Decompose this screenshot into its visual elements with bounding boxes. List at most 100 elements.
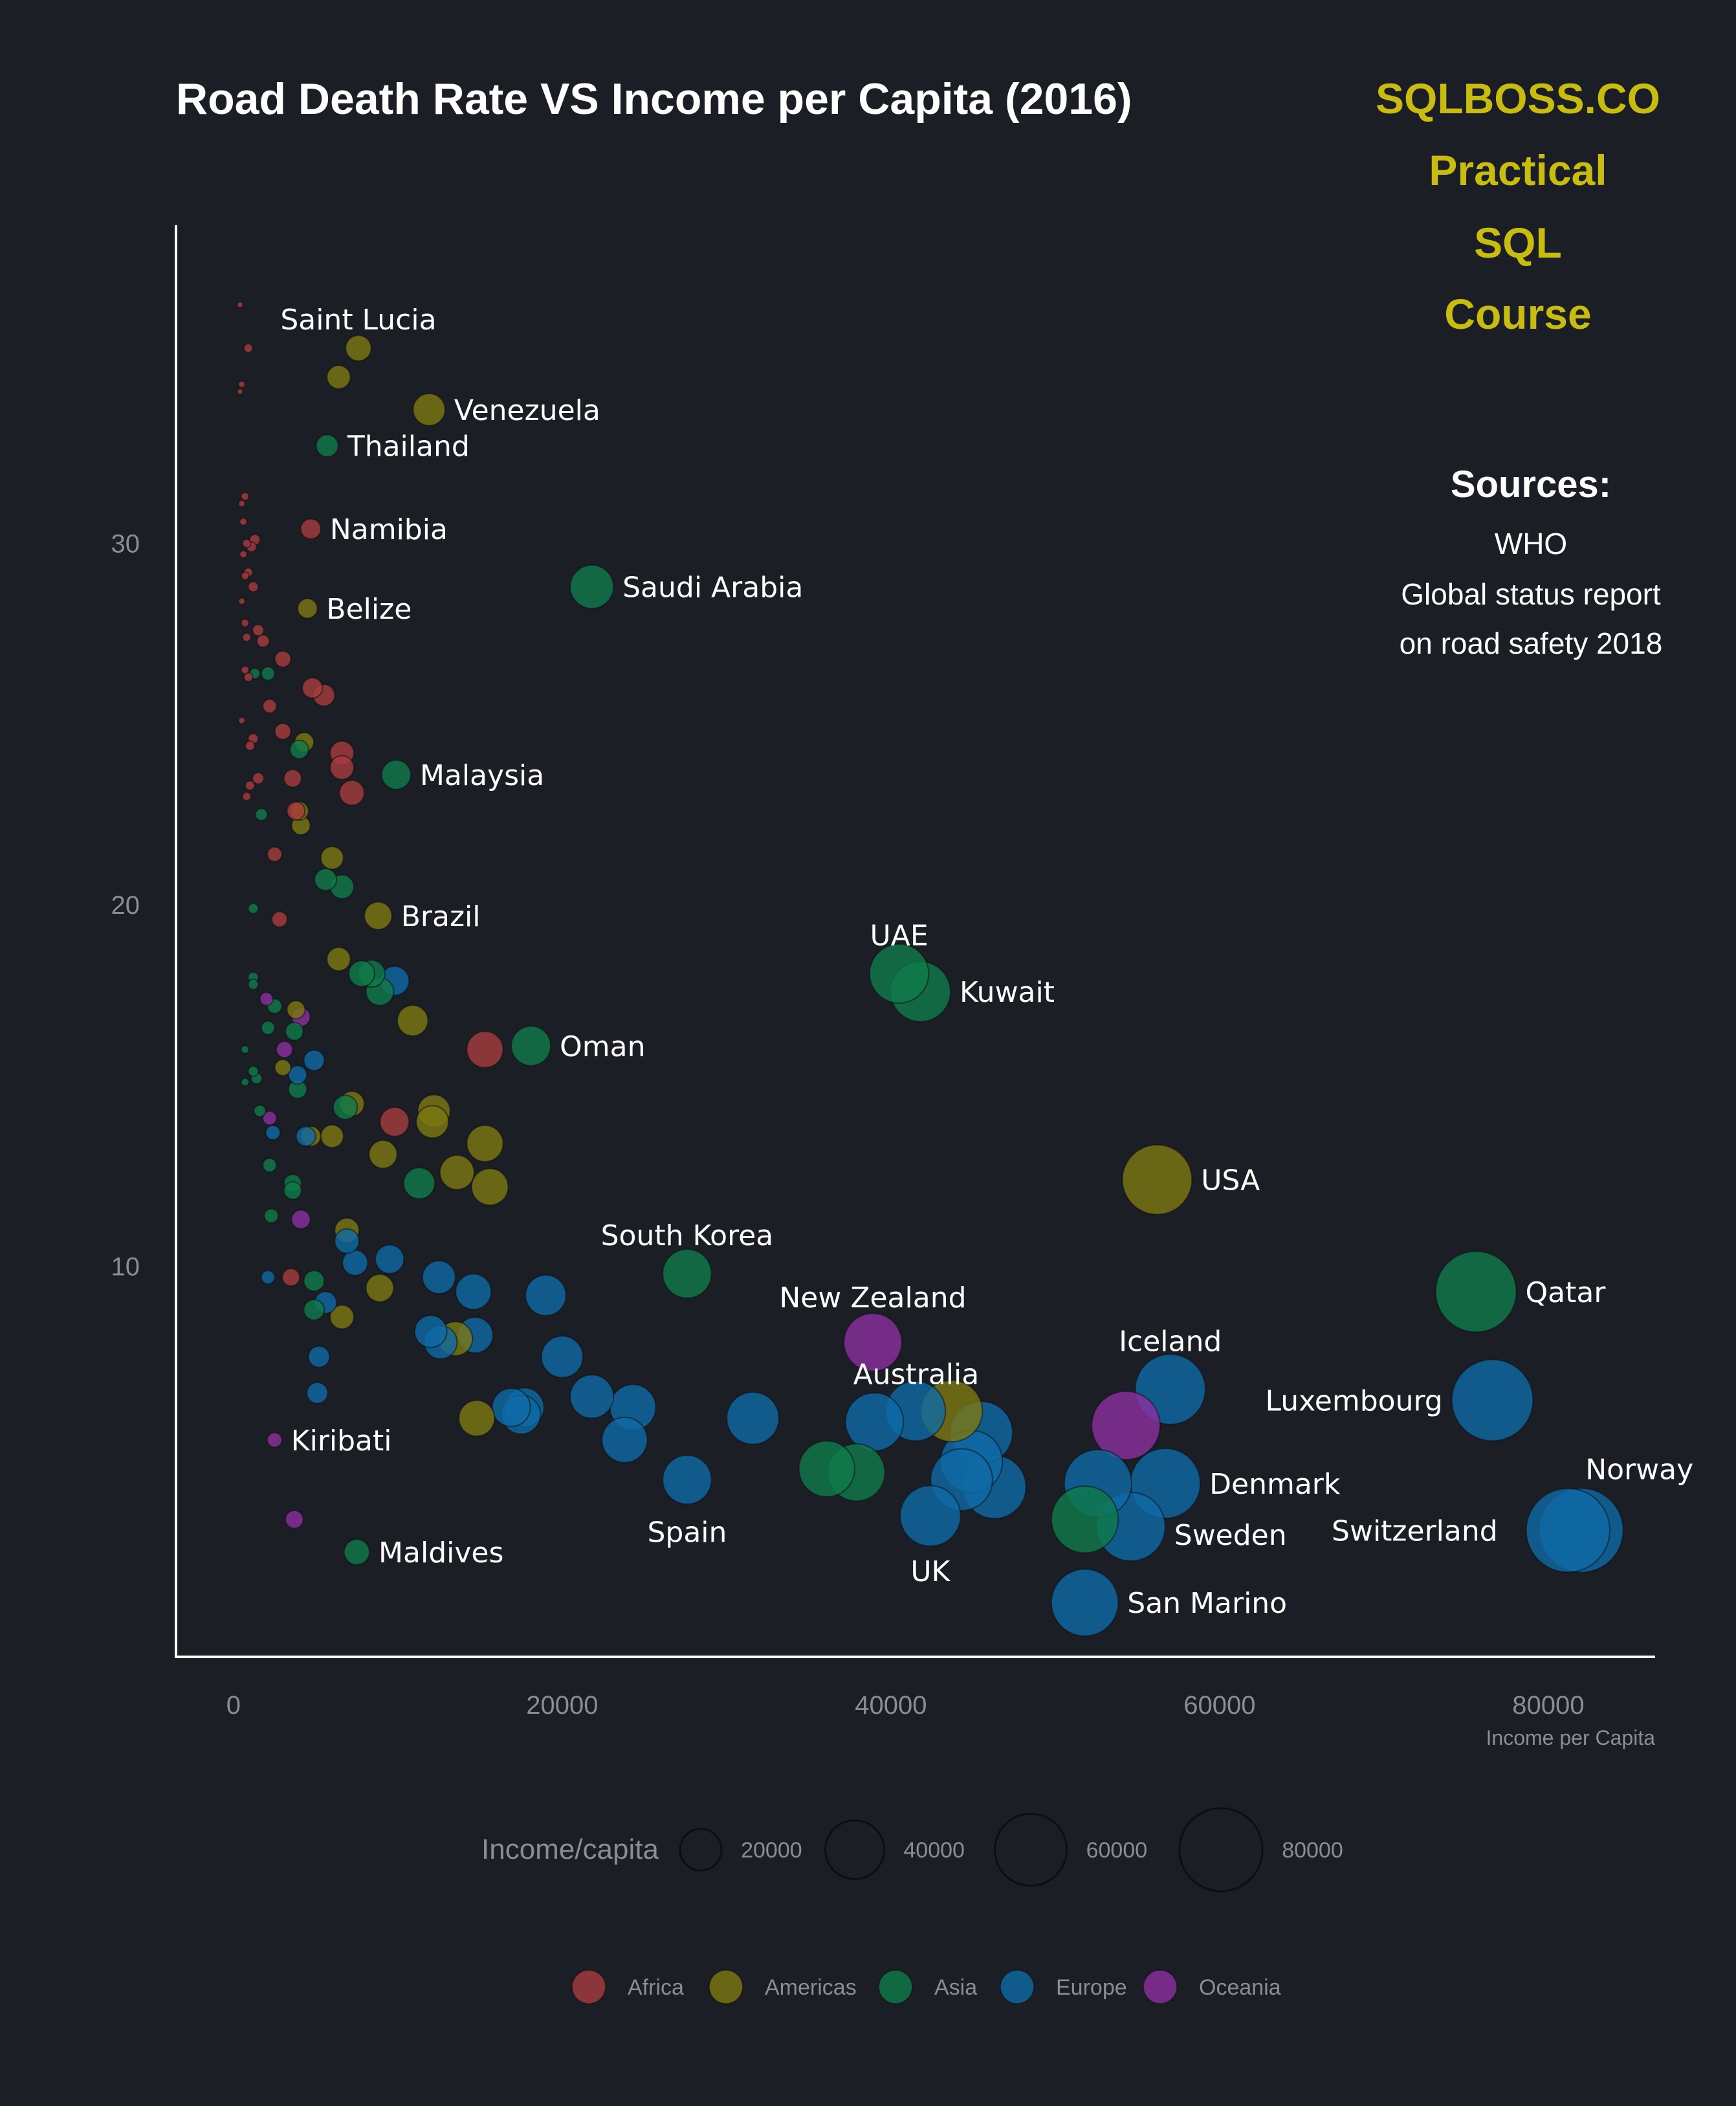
- data-point: [237, 716, 246, 725]
- size-legend: Income/capita 20000 40000 60000 80000: [481, 1807, 1343, 1892]
- data-point: [289, 739, 309, 760]
- data-point: [263, 1208, 280, 1224]
- data-point: [243, 343, 254, 353]
- data-point: [240, 571, 250, 581]
- point-luxembourg: [1451, 1358, 1534, 1442]
- data-point: [368, 1139, 398, 1169]
- label-maldives: Maldives: [379, 1536, 503, 1569]
- data-point: [540, 1335, 584, 1379]
- sources-line: Global status report: [1401, 577, 1661, 611]
- label-spain: Spain: [647, 1516, 727, 1549]
- data-point: [256, 634, 270, 648]
- point-south-korea: [662, 1248, 712, 1299]
- data-point: [236, 301, 244, 309]
- legend-swatch-africa: [571, 1969, 606, 2004]
- label-usa: USA: [1201, 1164, 1260, 1197]
- size-legend-circle: [679, 1828, 723, 1872]
- label-uae: UAE: [870, 919, 928, 952]
- x-tick-labels: 0 20000 40000 60000 80000: [226, 1691, 1585, 1720]
- data-point: [320, 1124, 344, 1149]
- data-point: [302, 677, 324, 699]
- point-uk: [899, 1485, 961, 1547]
- data-point: [274, 650, 292, 668]
- data-point: [455, 1273, 492, 1311]
- data-point: [237, 380, 246, 388]
- data-point: [286, 801, 306, 821]
- label-luxembourg: Luxembourg: [1265, 1384, 1442, 1417]
- data-point: [247, 902, 259, 914]
- data-point: [334, 1228, 360, 1254]
- x-tick-label: 80000: [1512, 1691, 1584, 1720]
- point-new-zealand: [843, 1313, 903, 1372]
- size-legend-circle: [824, 1819, 885, 1880]
- label-qatar: Qatar: [1526, 1276, 1607, 1309]
- data-point: [397, 1004, 429, 1037]
- data-point: [413, 1314, 448, 1349]
- x-axis-label: Income per Capita: [1486, 1726, 1656, 1749]
- data-point: [271, 911, 289, 928]
- data-point: [332, 1094, 358, 1120]
- data-point: [342, 1249, 369, 1276]
- legend-label-africa: Africa: [628, 1975, 684, 2000]
- data-point: [236, 388, 244, 395]
- data-point: [283, 1180, 302, 1201]
- point-oman: [511, 1025, 552, 1067]
- data-point: [458, 1399, 496, 1437]
- point-usa: [1121, 1144, 1193, 1215]
- data-point: [1050, 1485, 1119, 1554]
- legend-label-americas: Americas: [765, 1975, 857, 2000]
- x-tick-label: 0: [226, 1691, 241, 1720]
- data-point: [365, 1273, 395, 1303]
- brand-line: SQLBOSS.CO: [1376, 74, 1660, 122]
- data-point: [254, 808, 269, 821]
- data-point: [245, 740, 256, 751]
- point-saudi-arabia: [569, 564, 615, 610]
- label-brazil: Brazil: [401, 900, 481, 933]
- legend-swatch-americas: [709, 1969, 743, 2004]
- label-belize: Belize: [326, 593, 412, 626]
- label-saudi-arabia: Saudi Arabia: [622, 571, 803, 604]
- point-malaysia: [380, 759, 412, 790]
- data-point: [240, 491, 250, 501]
- data-point: [267, 846, 283, 863]
- point-spain: [662, 1454, 712, 1505]
- point-brazil: [364, 901, 393, 931]
- legend-label-oceania: Oceania: [1199, 1975, 1281, 2000]
- label-south-korea: South Korea: [601, 1219, 774, 1252]
- data-point: [262, 698, 278, 714]
- sources-heading: Sources:: [1451, 463, 1611, 505]
- color-legend: Africa Americas Asia Europe Oceania: [571, 1969, 1281, 2004]
- scatter-points: [236, 301, 1624, 1637]
- data-point: [303, 1270, 325, 1292]
- data-point: [295, 1125, 316, 1147]
- label-sweden: Sweden: [1174, 1519, 1287, 1552]
- legend-swatch-oceania: [1143, 1969, 1178, 2004]
- data-point: [338, 779, 366, 806]
- data-point: [314, 868, 338, 892]
- data-point: [240, 1045, 250, 1054]
- label-switzerland: Switzerland: [1332, 1514, 1498, 1547]
- data-point: [240, 618, 250, 628]
- data-point: [601, 1416, 648, 1463]
- data-point: [569, 1374, 615, 1419]
- label-denmark: Denmark: [1209, 1468, 1341, 1501]
- data-point: [415, 1105, 450, 1139]
- data-point: [240, 1077, 250, 1087]
- label-san-marino: San Marino: [1127, 1587, 1287, 1620]
- data-point: [241, 632, 252, 643]
- data-point: [466, 1030, 504, 1069]
- x-tick-label: 20000: [526, 1691, 598, 1720]
- legend-label-asia: Asia: [934, 1975, 977, 2000]
- label-saint-lucia: Saint Lucia: [280, 304, 436, 337]
- data-point: [276, 1040, 294, 1059]
- brand-line: Course: [1444, 290, 1591, 338]
- x-tick-label: 60000: [1183, 1691, 1255, 1720]
- label-australia: Australia: [853, 1358, 980, 1391]
- size-legend-value: 40000: [903, 1838, 965, 1863]
- sources-line: WHO: [1495, 527, 1567, 560]
- data-point: [283, 769, 302, 788]
- legend-swatch-europe: [1000, 1969, 1035, 2004]
- data-point: [286, 1000, 306, 1020]
- size-legend-circle: [1178, 1807, 1264, 1892]
